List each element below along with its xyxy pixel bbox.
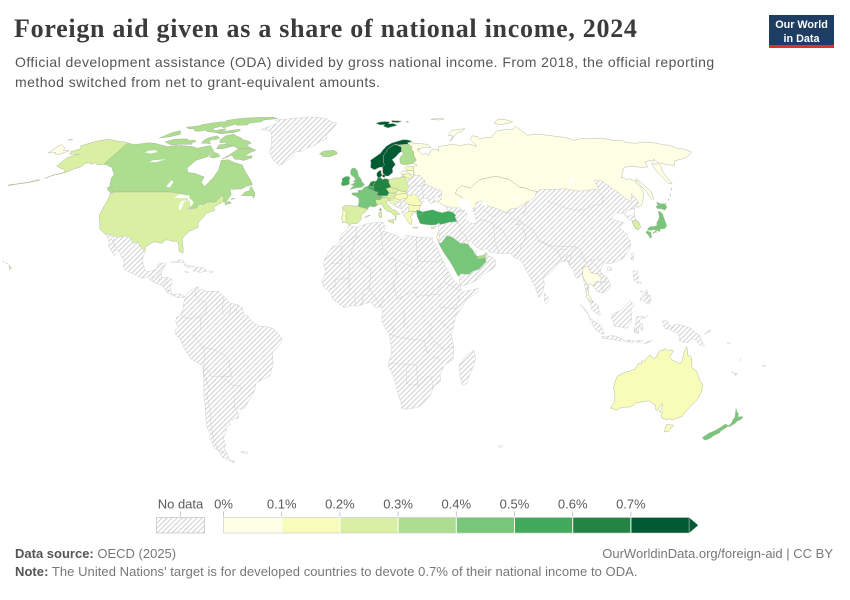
svg-text:0.7%: 0.7% — [616, 497, 646, 512]
svg-text:0.6%: 0.6% — [558, 497, 588, 512]
svg-text:0%: 0% — [214, 497, 233, 512]
svg-text:0.2%: 0.2% — [325, 497, 355, 512]
svg-text:0.1%: 0.1% — [267, 497, 297, 512]
svg-text:0.3%: 0.3% — [383, 497, 413, 512]
svg-text:0.5%: 0.5% — [500, 497, 530, 512]
svg-text:0.4%: 0.4% — [441, 497, 471, 512]
svg-text:No data: No data — [158, 497, 204, 512]
